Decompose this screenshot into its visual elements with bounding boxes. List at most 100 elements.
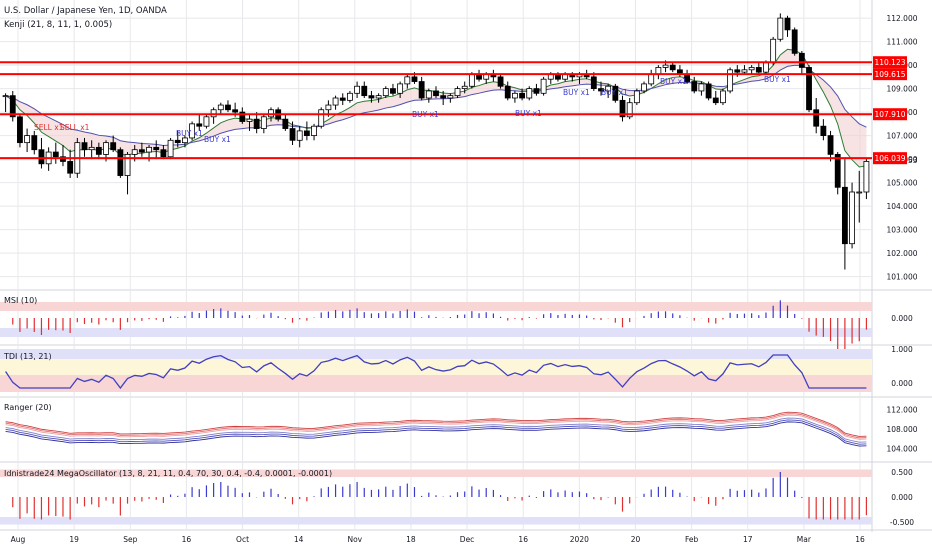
candle-body: [562, 74, 569, 80]
candle-body: [626, 102, 633, 118]
ranger-band: [5, 421, 867, 447]
candle: [784, 15, 791, 37]
x-tick-label: 16: [855, 535, 865, 544]
candle: [354, 81, 361, 98]
msi-pane[interactable]: [0, 300, 872, 364]
candle: [174, 130, 181, 148]
candle: [461, 81, 468, 94]
price-tick-label: 105.000: [886, 179, 917, 188]
candle-body: [669, 64, 676, 71]
signal-annotation: BUY x1: [601, 88, 628, 97]
x-tick-label: Sep: [123, 535, 137, 544]
msi-upper-zone: [0, 302, 872, 311]
candle-body: [17, 116, 23, 144]
signal-annotation: BUY x1: [764, 75, 791, 84]
candle: [526, 86, 533, 101]
candle: [404, 74, 411, 89]
price-axis: 112.000111.000110.000109.000108.000107.0…: [873, 14, 918, 527]
candle-body: [777, 17, 784, 40]
candle: [806, 65, 812, 113]
candle: [2, 93, 9, 113]
candle: [691, 76, 698, 94]
candle: [81, 137, 88, 157]
candle-body: [476, 74, 482, 80]
candle-body: [755, 67, 762, 73]
candle-body: [849, 191, 855, 245]
candle-body: [368, 95, 375, 99]
ranger-pane[interactable]: [5, 411, 867, 447]
tdi-line: [5, 354, 867, 390]
mega-axis-label: -0.500: [890, 518, 914, 527]
candle: [339, 93, 346, 106]
candle-body: [318, 109, 325, 127]
x-tick-label: Oct: [236, 535, 249, 544]
price-tick-label: 102.000: [886, 249, 917, 258]
level-tag-bg: [873, 68, 907, 81]
candle-body: [174, 139, 181, 144]
signal-annotation: BUY x1: [660, 77, 687, 86]
candle: [153, 140, 160, 160]
candle: [777, 13, 784, 42]
candle-body: [533, 88, 540, 94]
candle-body: [820, 125, 827, 136]
candle: [633, 88, 640, 106]
candle: [167, 137, 174, 160]
price-tick-label: 101.000: [886, 273, 917, 282]
price-tick-label: 107.000: [886, 132, 917, 141]
candle-body: [519, 92, 525, 99]
candle: [827, 130, 834, 162]
candle-body: [153, 146, 160, 151]
candle-body: [511, 92, 518, 99]
candle-body: [117, 149, 124, 176]
tdi-axis-bottom: 0.000: [891, 379, 913, 388]
candle-body: [705, 83, 712, 99]
candle-body: [806, 67, 812, 111]
signal-annotation: SELL x1: [34, 123, 64, 132]
candle: [196, 114, 203, 131]
candle: [110, 135, 117, 153]
candle-body: [734, 69, 741, 73]
candle: [289, 121, 296, 145]
x-tick-label: Dec: [460, 535, 475, 544]
candle: [727, 67, 734, 94]
candle-body: [497, 76, 504, 87]
mega-pane[interactable]: [0, 469, 872, 525]
candle-body: [38, 149, 45, 165]
x-tick-label: 19: [69, 535, 79, 544]
mega-axis-label: 0.000: [891, 493, 913, 502]
time-axis: Aug 19 Sep 16 Oct 14 Nov 18 Dec 16 2020 20 Feb 17 Mar 1…: [11, 535, 865, 544]
candle-body: [863, 161, 870, 193]
candle: [497, 74, 504, 89]
ranger-band: [5, 419, 867, 445]
candle-body: [239, 111, 246, 122]
candle-body: [641, 83, 647, 92]
candle-body: [146, 146, 152, 153]
candle-body: [720, 90, 726, 104]
ranger-axis-label: 112.000: [886, 406, 917, 415]
candle-body: [784, 17, 791, 31]
candle-body: [691, 81, 698, 92]
candle-body: [547, 74, 554, 80]
candle: [770, 36, 777, 66]
candle-body: [633, 90, 640, 104]
tdi-pane[interactable]: [0, 349, 872, 392]
candle-body: [88, 146, 95, 151]
candle: [533, 83, 540, 96]
ranger-band: [5, 413, 867, 439]
candle-body: [361, 85, 368, 97]
candle-body: [103, 142, 109, 155]
candle-body: [440, 95, 447, 99]
ma-slow-line: [5, 64, 867, 147]
level-tag-bg: [873, 56, 907, 69]
candle-body: [447, 95, 454, 99]
candle: [720, 88, 726, 106]
candle-body: [260, 116, 267, 129]
ranger-band: [5, 417, 867, 443]
candle-body: [662, 64, 669, 68]
candle: [390, 83, 396, 96]
signal-annotation: BUY x1: [204, 135, 231, 144]
candle: [641, 81, 647, 94]
candle: [67, 149, 74, 178]
